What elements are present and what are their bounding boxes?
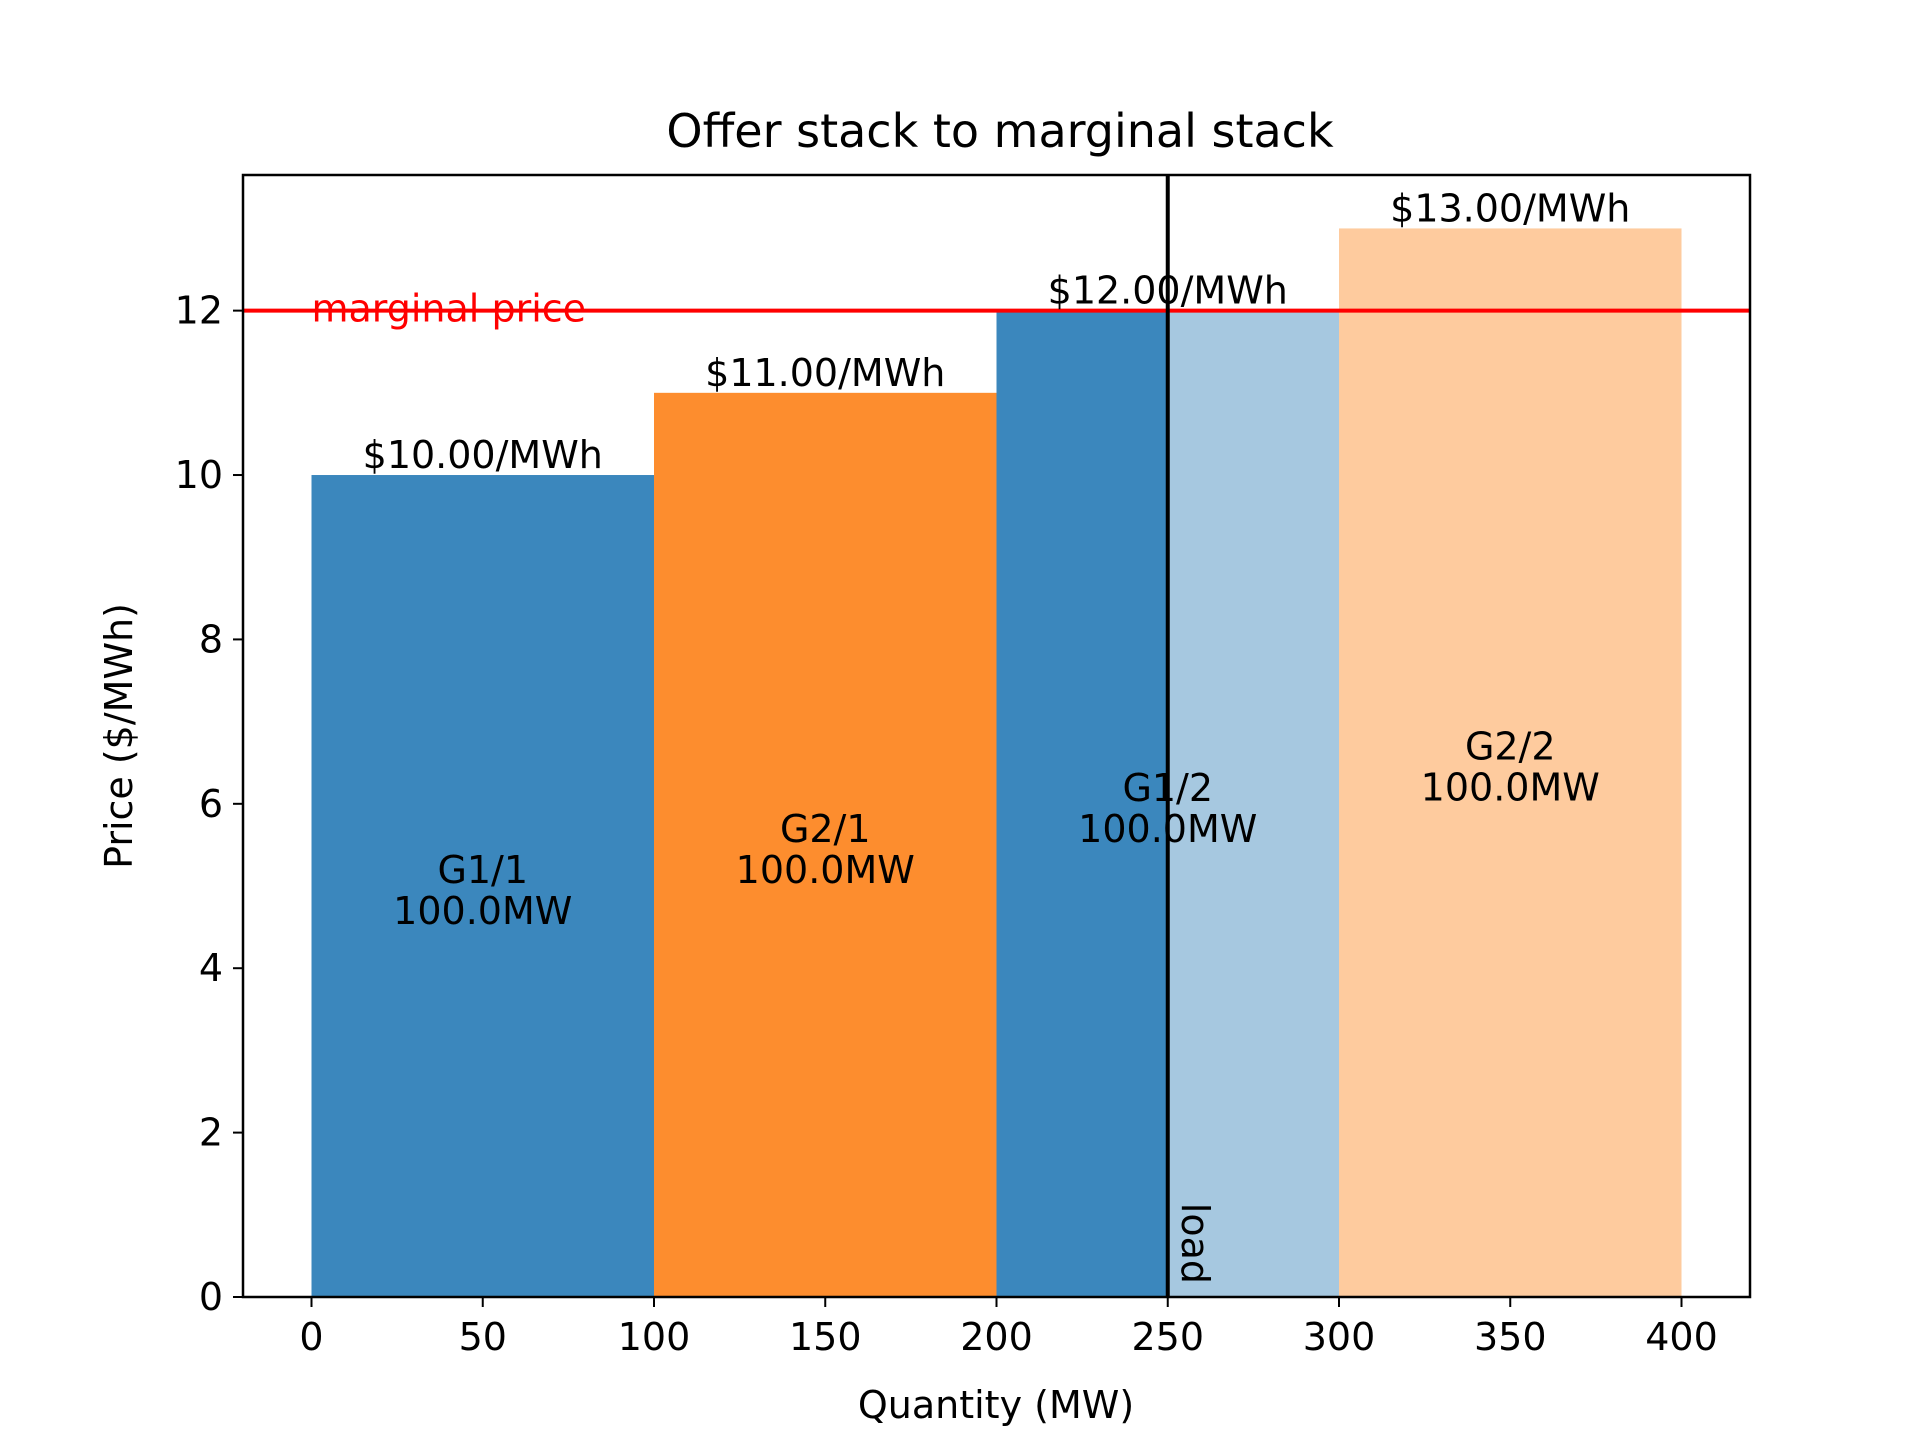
x-tick-label: 150 (789, 1315, 862, 1359)
bar-g1-2-undispatched (1167, 310, 1339, 1298)
bar-g1-1 (311, 475, 654, 1297)
reference-lines-layer (243, 175, 1750, 1297)
x-axis: 0 50 100 150 200 250 300 350 400 (299, 1297, 1718, 1359)
x-tick-label: 250 (1131, 1315, 1204, 1359)
x-tick-label: 50 (459, 1315, 507, 1359)
x-tick-label: 100 (618, 1315, 691, 1359)
chart-title: Offer stack to marginal stack (666, 104, 1334, 158)
bar-g2-2 (1339, 228, 1682, 1297)
x-tick-label: 0 (299, 1315, 323, 1359)
bar-labels-layer: $10.00/MWhG1/1100.0MW$11.00/MWhG2/1100.0… (312, 186, 1631, 1284)
offer-name-g2-1: G2/1 (780, 807, 871, 851)
offer-quantity-g2-2: 100.0MW (1421, 766, 1600, 810)
y-axis: 0 2 4 6 8 10 12 (175, 289, 243, 1319)
price-label-g2-2: $13.00/MWh (1390, 186, 1630, 230)
x-axis-label: Quantity (MW) (858, 1383, 1134, 1427)
y-tick-label: 0 (199, 1275, 223, 1319)
price-label-g1-1: $10.00/MWh (363, 433, 603, 477)
y-tick-label: 10 (175, 453, 223, 497)
offer-name-g1-1: G1/1 (437, 848, 528, 892)
x-tick-label: 400 (1645, 1315, 1718, 1359)
marginal-price-label: marginal price (312, 287, 587, 331)
bar-g2-1 (654, 392, 997, 1297)
offer-quantity-g1-2: 100.0MW (1078, 807, 1257, 851)
y-tick-label: 4 (199, 946, 223, 990)
y-tick-label: 6 (199, 782, 223, 826)
y-axis-label: Price ($/MWh) (97, 603, 141, 869)
load-label: load (1173, 1203, 1217, 1284)
offer-name-g1-2: G1/2 (1122, 766, 1213, 810)
offer-quantity-g1-1: 100.0MW (393, 889, 572, 933)
offer-quantity-g2-1: 100.0MW (736, 848, 915, 892)
bar-g1-2-dispatched (996, 310, 1168, 1298)
x-tick-label: 200 (960, 1315, 1033, 1359)
price-label-g1-2: $12.00/MWh (1048, 269, 1288, 313)
y-tick-label: 2 (199, 1111, 223, 1155)
offer-name-g2-2: G2/2 (1465, 725, 1556, 769)
y-tick-label: 12 (175, 289, 223, 333)
x-tick-label: 350 (1474, 1315, 1547, 1359)
bars-layer (311, 228, 1682, 1298)
x-tick-label: 300 (1303, 1315, 1376, 1359)
y-tick-label: 8 (199, 617, 223, 661)
price-label-g2-1: $11.00/MWh (705, 351, 945, 395)
